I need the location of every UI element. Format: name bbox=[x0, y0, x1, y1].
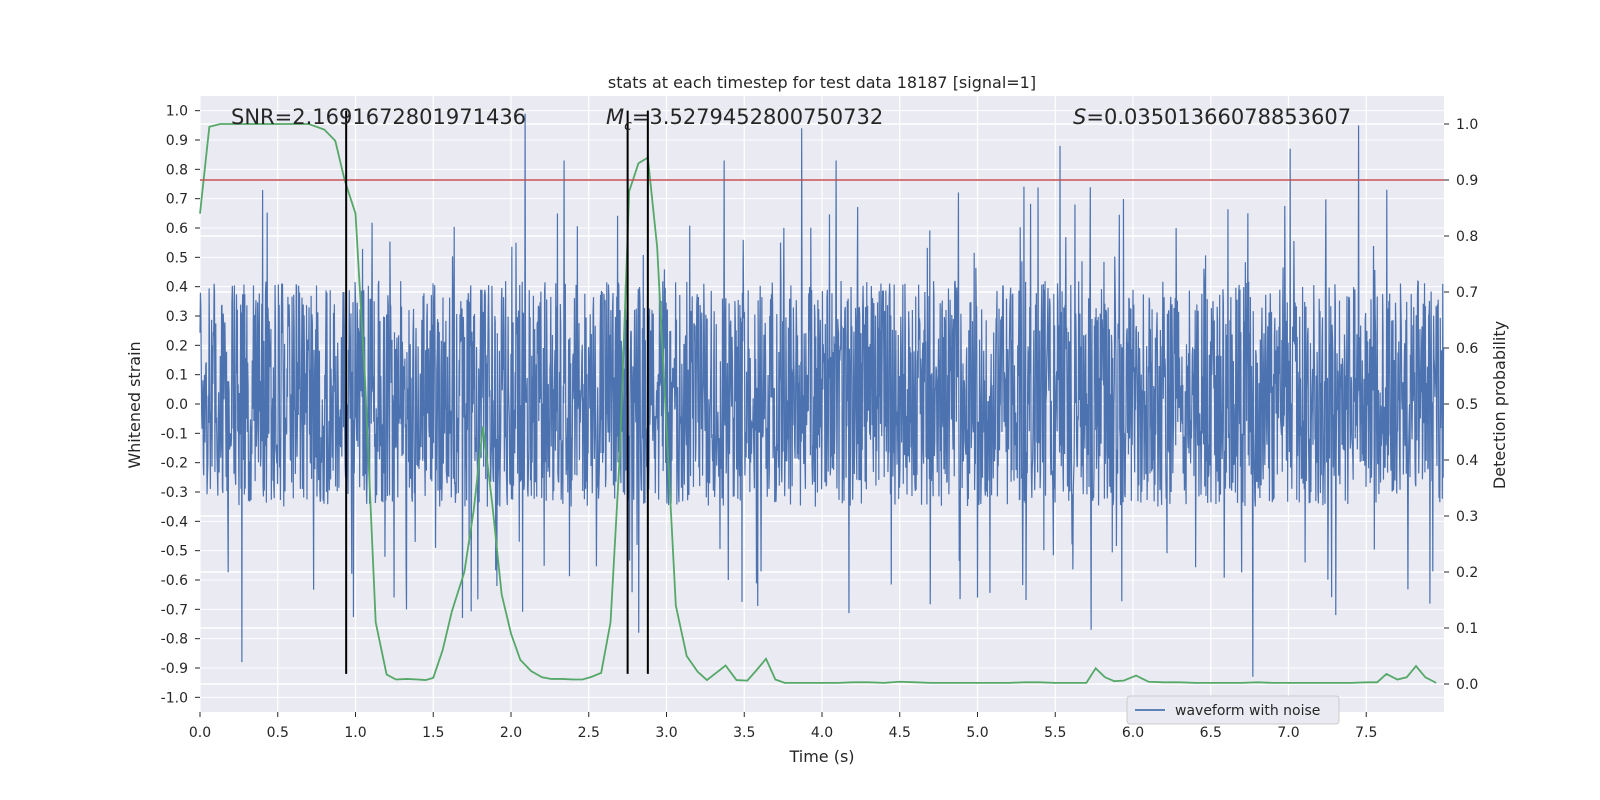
right-y-tick-label: 0.4 bbox=[1456, 453, 1478, 469]
left-y-tick-label: 0.7 bbox=[166, 192, 188, 208]
x-tick-label: 1.0 bbox=[344, 725, 366, 741]
left-y-tick-label: 0.2 bbox=[166, 338, 188, 354]
x-tick-label: 6.5 bbox=[1200, 725, 1222, 741]
left-y-tick-label: 0.9 bbox=[166, 133, 188, 149]
right-y-tick-label: 0.1 bbox=[1456, 621, 1478, 637]
waveform-series bbox=[199, 113, 1445, 677]
right-y-tick-label: 0.3 bbox=[1456, 509, 1478, 525]
x-tick-label: 7.0 bbox=[1277, 725, 1299, 741]
x-tick-label: 6.0 bbox=[1122, 725, 1144, 741]
left-y-tick-label: 0.8 bbox=[166, 162, 188, 178]
right-y-tick-label: 0.5 bbox=[1456, 397, 1478, 413]
right-y-tick-label: 0.8 bbox=[1456, 229, 1478, 245]
left-y-tick-label: -0.2 bbox=[161, 456, 188, 472]
s-value: =0.03501366078853607 bbox=[1086, 105, 1351, 129]
x-tick-label: 2.5 bbox=[578, 725, 600, 741]
chirp-mass-value: =3.5279452800750732 bbox=[632, 105, 883, 129]
chirp-mass-symbol: M bbox=[606, 105, 624, 129]
legend: waveform with noise bbox=[1126, 695, 1340, 725]
left-y-tick-label: 0.1 bbox=[166, 368, 188, 384]
left-y-tick-label: -0.3 bbox=[161, 485, 188, 501]
right-y-tick-labels: 0.0 0.1 0.2 0.3 0.4 0.5 0.6 0.7 0.8 0.9 1.0 bbox=[1444, 117, 1478, 693]
legend-label: waveform with noise bbox=[1175, 703, 1320, 719]
left-y-tick-label: -0.6 bbox=[161, 573, 188, 589]
left-y-tick-label: 1.0 bbox=[166, 104, 188, 120]
left-y-tick-labels: -1.0 -0.9 -0.8 -0.7 -0.6 -0.5 -0.4 -0.3 -0.2 -0.1… bbox=[161, 104, 200, 706]
left-y-tick-label: -0.8 bbox=[161, 632, 188, 648]
right-y-tick-label: 0.0 bbox=[1456, 677, 1478, 693]
left-y-tick-label: 0.3 bbox=[166, 309, 188, 325]
x-tick-labels: 0.0 0.5 1.0 1.5 2.0 2.5 3.0 3.5 4.0 4.5 5.0 5.5 6.0 6… bbox=[189, 712, 1377, 741]
left-y-tick-label: 0.0 bbox=[166, 397, 188, 413]
left-y-tick-label: 0.6 bbox=[166, 221, 188, 237]
x-axis-label: Time (s) bbox=[788, 747, 854, 766]
x-tick-label: 3.0 bbox=[655, 725, 677, 741]
right-y-tick-label: 0.2 bbox=[1456, 565, 1478, 581]
x-tick-label: 2.0 bbox=[500, 725, 522, 741]
s-symbol: S bbox=[1073, 105, 1086, 129]
legend-box bbox=[1126, 695, 1340, 725]
x-tick-label: 0.0 bbox=[189, 725, 211, 741]
left-y-tick-label: -0.9 bbox=[161, 661, 188, 677]
chirp-mass-subscript: c bbox=[624, 118, 632, 134]
x-tick-label: 5.5 bbox=[1044, 725, 1066, 741]
x-tick-label: 5.0 bbox=[966, 725, 988, 741]
s-annotation: S=0.03501366078853607 bbox=[1073, 105, 1351, 129]
x-tick-label: 1.5 bbox=[422, 725, 444, 741]
right-y-tick-label: 0.9 bbox=[1456, 173, 1478, 189]
detection-probability-line bbox=[199, 123, 1437, 684]
chart-title: stats at each timestep for test data 181… bbox=[608, 73, 1036, 92]
x-tick-label: 0.5 bbox=[267, 725, 289, 741]
left-y-tick-label: -0.1 bbox=[161, 426, 188, 442]
left-y-tick-label: 0.4 bbox=[166, 280, 188, 296]
left-y-tick-label: 0.5 bbox=[166, 250, 188, 266]
vertical-markers bbox=[345, 110, 649, 674]
right-y-axis-label: Detection probability bbox=[1490, 321, 1509, 489]
right-y-tick-label: 0.6 bbox=[1456, 341, 1478, 357]
left-y-tick-label: -0.7 bbox=[161, 602, 188, 618]
left-y-tick-label: -0.5 bbox=[161, 544, 188, 560]
right-y-tick-label: 0.7 bbox=[1456, 285, 1478, 301]
x-tick-label: 3.5 bbox=[733, 725, 755, 741]
x-tick-label: 4.0 bbox=[811, 725, 833, 741]
left-y-axis-label: Whitened strain bbox=[125, 341, 144, 468]
left-y-tick-label: -0.4 bbox=[161, 514, 188, 530]
x-tick-label: 4.5 bbox=[889, 725, 911, 741]
right-y-tick-label: 1.0 bbox=[1456, 117, 1478, 133]
left-y-tick-label: -1.0 bbox=[161, 690, 188, 706]
x-tick-label: 7.5 bbox=[1355, 725, 1377, 741]
snr-annotation: SNR=2.1691672801971436 bbox=[231, 105, 526, 129]
chirp-mass-annotation: Mc=3.5279452800750732 bbox=[606, 105, 883, 134]
